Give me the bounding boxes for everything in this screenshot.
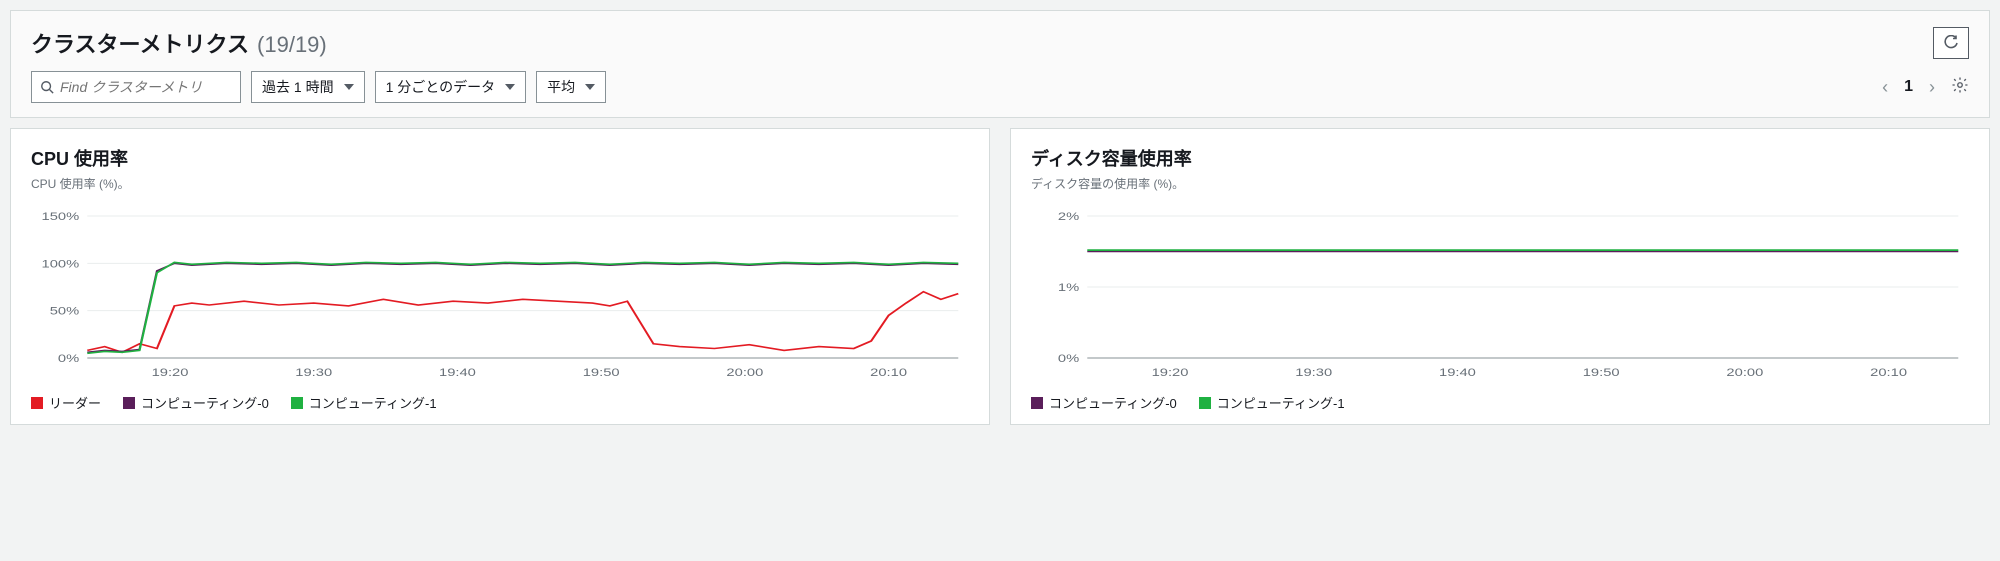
- legend-swatch: [291, 397, 303, 409]
- chart-legend: リーダー コンピューティング-0 コンピューティング-1: [31, 393, 969, 412]
- svg-text:20:00: 20:00: [726, 366, 763, 379]
- svg-text:2%: 2%: [1058, 210, 1080, 223]
- legend-label: コンピューティング-1: [1217, 393, 1345, 412]
- legend-label: コンピューティング-0: [141, 393, 269, 412]
- svg-text:20:10: 20:10: [1870, 366, 1907, 379]
- legend-item[interactable]: コンピューティング-1: [1199, 393, 1345, 412]
- legend-swatch: [1031, 397, 1043, 409]
- chart-plot: 0% 1% 2% 19:20 19:30 19:40 19:50 20:00 20:10: [1031, 210, 1969, 380]
- search-icon: [40, 80, 54, 94]
- svg-text:100%: 100%: [42, 257, 80, 270]
- svg-text:19:20: 19:20: [152, 366, 189, 379]
- chart-subtitle: ディスク容量の使用率 (%)。: [1031, 175, 1969, 192]
- legend-item[interactable]: コンピューティング-0: [1031, 393, 1177, 412]
- page-count: (19/19): [257, 32, 327, 58]
- chevron-down-icon: [505, 84, 515, 90]
- chart-subtitle: CPU 使用率 (%)。: [31, 175, 969, 192]
- legend-label: コンピューティング-1: [309, 393, 437, 412]
- refresh-button[interactable]: [1933, 27, 1969, 59]
- svg-text:19:50: 19:50: [583, 366, 620, 379]
- header-top-row: クラスターメトリクス (19/19): [31, 27, 1969, 59]
- svg-text:19:30: 19:30: [1295, 366, 1332, 379]
- chart-legend: コンピューティング-0 コンピューティング-1: [1031, 393, 1969, 412]
- settings-button[interactable]: [1951, 76, 1969, 99]
- svg-text:0%: 0%: [1058, 352, 1080, 365]
- chevron-down-icon: [585, 84, 595, 90]
- chart-card: CPU 使用率 CPU 使用率 (%)。 0% 50% 100% 150% 19:20 19:…: [10, 128, 990, 425]
- svg-text:50%: 50%: [50, 305, 80, 318]
- svg-text:19:50: 19:50: [1583, 366, 1620, 379]
- title-wrap: クラスターメトリクス (19/19): [31, 27, 327, 59]
- chart-title: CPU 使用率: [31, 145, 969, 171]
- chart-series-line: [87, 263, 958, 352]
- statistic-dropdown[interactable]: 平均: [536, 71, 606, 103]
- refresh-icon: [1943, 35, 1959, 51]
- legend-label: コンピューティング-0: [1049, 393, 1177, 412]
- search-input[interactable]: [60, 79, 232, 95]
- svg-text:19:30: 19:30: [295, 366, 332, 379]
- legend-swatch: [1199, 397, 1211, 409]
- toolbar: 過去 1 時間 1 分ごとのデータ 平均 ‹ 1 ›: [31, 71, 1969, 103]
- svg-text:19:20: 19:20: [1152, 366, 1189, 379]
- legend-item[interactable]: コンピューティング-0: [123, 393, 269, 412]
- legend-swatch: [123, 397, 135, 409]
- chart-card: ディスク容量使用率ディスク容量の使用率 (%)。 0% 1% 2% 19:20 19:30…: [1010, 128, 1990, 425]
- svg-text:150%: 150%: [42, 210, 80, 223]
- charts-row: CPU 使用率 CPU 使用率 (%)。 0% 50% 100% 150% 19:20 19:…: [0, 128, 2000, 435]
- pager-number: 1: [1904, 78, 1913, 96]
- chart-series-line: [87, 262, 958, 353]
- pager-next[interactable]: ›: [1925, 77, 1939, 98]
- legend-item[interactable]: リーダー: [31, 393, 101, 412]
- chart-plot: 0% 50% 100% 150% 19:20 19:30 19:40 19:50 20:00 20…: [31, 210, 969, 380]
- metrics-header-panel: クラスターメトリクス (19/19) 過去 1 時間 1 分ごとのデータ: [10, 10, 1990, 118]
- search-box[interactable]: [31, 71, 241, 103]
- svg-text:19:40: 19:40: [1439, 366, 1476, 379]
- svg-text:0%: 0%: [58, 352, 80, 365]
- chart-series-line: [87, 292, 958, 353]
- time-range-dropdown[interactable]: 過去 1 時間: [251, 71, 365, 103]
- legend-item[interactable]: コンピューティング-1: [291, 393, 437, 412]
- svg-text:20:10: 20:10: [870, 366, 907, 379]
- toolbar-right: ‹ 1 ›: [1878, 76, 1969, 99]
- chart-title: ディスク容量使用率: [1031, 145, 1969, 171]
- toolbar-left: 過去 1 時間 1 分ごとのデータ 平均: [31, 71, 606, 103]
- page-title: クラスターメトリクス: [31, 27, 249, 59]
- svg-text:19:40: 19:40: [439, 366, 476, 379]
- legend-swatch: [31, 397, 43, 409]
- statistic-label: 平均: [547, 77, 575, 97]
- svg-text:1%: 1%: [1058, 281, 1080, 294]
- svg-text:20:00: 20:00: [1726, 366, 1763, 379]
- period-dropdown[interactable]: 1 分ごとのデータ: [375, 71, 527, 103]
- pager-prev[interactable]: ‹: [1878, 77, 1892, 98]
- time-range-label: 過去 1 時間: [262, 77, 334, 97]
- gear-icon: [1951, 76, 1969, 94]
- chevron-down-icon: [344, 84, 354, 90]
- legend-label: リーダー: [49, 393, 101, 412]
- period-label: 1 分ごとのデータ: [386, 77, 496, 97]
